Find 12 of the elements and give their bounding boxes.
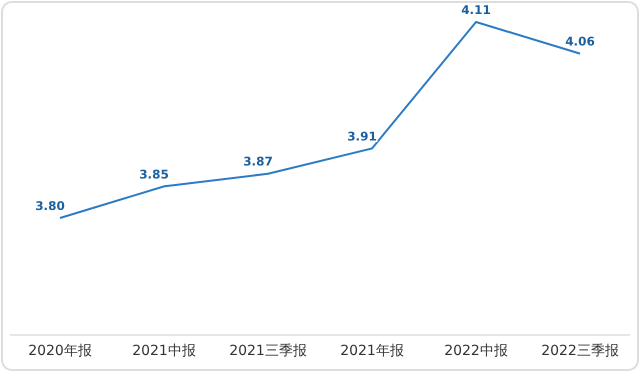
x-tick-label: 2020年报: [28, 342, 92, 359]
x-tick-label: 2021中报: [132, 342, 196, 359]
data-label: 3.85: [139, 167, 169, 182]
data-label: 3.91: [347, 129, 377, 144]
x-tick-label: 2022三季报: [541, 342, 619, 359]
x-tick-label: 2022中报: [444, 342, 508, 359]
data-label: 4.11: [461, 3, 491, 17]
x-tick-label: 2021三季报: [229, 342, 307, 359]
x-tick-label: 2021年报: [340, 342, 404, 359]
data-label: 3.87: [243, 154, 273, 169]
data-label: 4.06: [565, 34, 595, 49]
data-label: 3.80: [35, 199, 65, 213]
